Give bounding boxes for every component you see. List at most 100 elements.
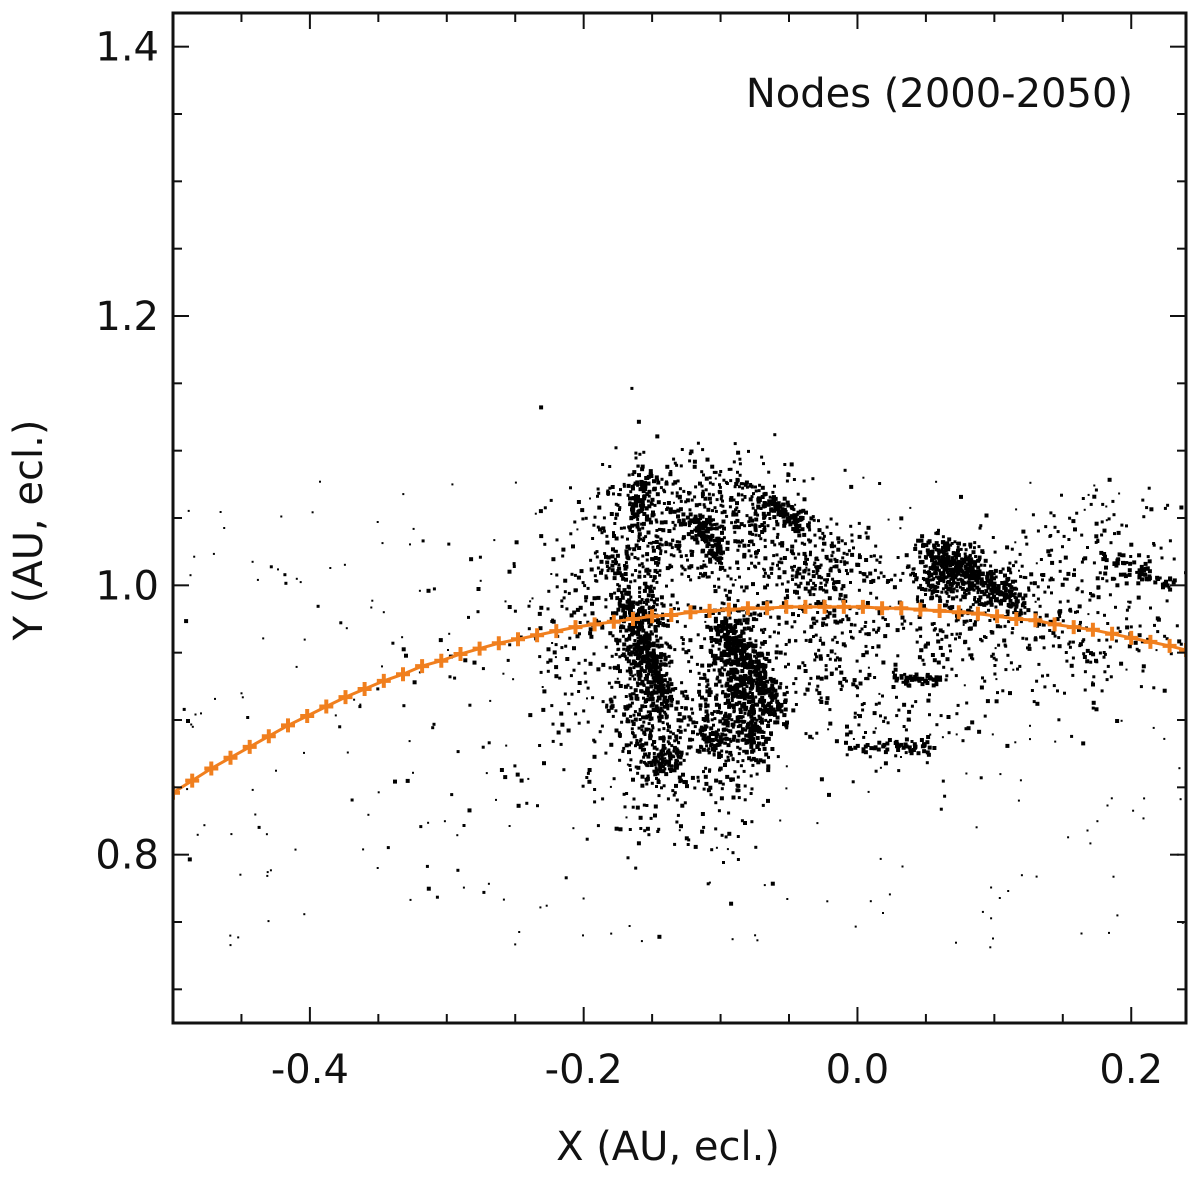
- node-point: [838, 680, 843, 685]
- node-point: [678, 540, 682, 544]
- node-point: [661, 765, 665, 768]
- node-point: [693, 844, 698, 849]
- node-point: [869, 746, 874, 751]
- node-point: [739, 522, 744, 527]
- node-point: [714, 801, 718, 805]
- node-point: [676, 729, 680, 732]
- node-point: [696, 518, 701, 522]
- node-point: [949, 605, 952, 608]
- node-point: [992, 576, 996, 581]
- node-point: [780, 561, 784, 565]
- node-point: [367, 813, 370, 816]
- node-point: [954, 552, 959, 556]
- node-point: [814, 602, 818, 606]
- node-point: [555, 573, 559, 577]
- node-point: [946, 545, 951, 549]
- node-point: [644, 673, 649, 678]
- node-point: [1092, 675, 1096, 679]
- node-point: [749, 744, 754, 749]
- node-point: [1115, 583, 1120, 588]
- node-point: [1043, 685, 1047, 689]
- node-point: [1155, 575, 1160, 580]
- node-point: [717, 577, 721, 581]
- node-point: [1158, 576, 1162, 580]
- node-point: [539, 670, 543, 674]
- node-point: [632, 483, 635, 486]
- node-point: [675, 748, 680, 753]
- node-point: [1052, 684, 1056, 688]
- node-point: [744, 749, 749, 754]
- node-point: [911, 748, 916, 752]
- node-point: [607, 681, 611, 685]
- node-point: [923, 587, 928, 592]
- node-point: [972, 576, 975, 580]
- node-point: [981, 676, 984, 680]
- node-point: [962, 559, 967, 564]
- node-point: [1065, 659, 1069, 663]
- node-point: [755, 724, 759, 729]
- node-point: [797, 665, 802, 670]
- node-point: [1109, 541, 1113, 545]
- node-point: [1105, 519, 1108, 522]
- node-point: [622, 746, 626, 750]
- node-point: [768, 635, 772, 639]
- node-point: [613, 522, 617, 525]
- node-point: [845, 732, 850, 737]
- node-point: [541, 686, 544, 688]
- node-point: [649, 763, 654, 767]
- node-point: [802, 497, 807, 502]
- node-point: [990, 630, 995, 635]
- node-point: [768, 693, 773, 698]
- node-point: [675, 540, 679, 544]
- node-point: [942, 553, 946, 557]
- node-point: [636, 841, 641, 846]
- node-point: [938, 628, 943, 633]
- node-point: [1051, 630, 1056, 635]
- node-point: [706, 788, 711, 793]
- node-point: [811, 570, 815, 574]
- node-point: [647, 542, 650, 544]
- node-point: [978, 526, 982, 530]
- node-point: [964, 548, 968, 552]
- node-point: [1140, 640, 1144, 644]
- node-point: [622, 588, 627, 593]
- node-point: [912, 742, 917, 747]
- node-point: [701, 495, 704, 499]
- node-point: [525, 801, 529, 805]
- node-point: [631, 777, 635, 782]
- node-point: [761, 742, 766, 747]
- node-point: [847, 746, 852, 751]
- node-point: [714, 695, 718, 699]
- node-point: [972, 560, 977, 565]
- node-point: [762, 668, 766, 673]
- node-point: [677, 518, 681, 522]
- node-point: [832, 613, 837, 618]
- node-point: [714, 554, 716, 557]
- node-point: [569, 532, 573, 536]
- node-point: [214, 697, 216, 700]
- node-point: [973, 620, 977, 624]
- node-point: [900, 615, 905, 620]
- node-point: [655, 580, 659, 584]
- node-point: [701, 530, 705, 535]
- node-point: [762, 567, 765, 570]
- node-point: [748, 641, 753, 646]
- node-point: [702, 560, 705, 563]
- node-point: [425, 864, 429, 868]
- node-point: [751, 763, 755, 767]
- node-point: [1066, 599, 1070, 603]
- node-point: [647, 572, 651, 576]
- node-point: [740, 629, 745, 634]
- node-point: [785, 548, 789, 552]
- node-point: [737, 639, 742, 644]
- node-point: [596, 566, 600, 570]
- node-point: [663, 710, 667, 714]
- node-point: [648, 469, 653, 474]
- node-point: [572, 646, 576, 651]
- node-point: [657, 618, 661, 622]
- node-point: [717, 489, 721, 493]
- orbit-marker: [242, 739, 257, 754]
- orbit-marker: [740, 601, 755, 616]
- node-point: [937, 549, 942, 554]
- node-point: [612, 666, 615, 669]
